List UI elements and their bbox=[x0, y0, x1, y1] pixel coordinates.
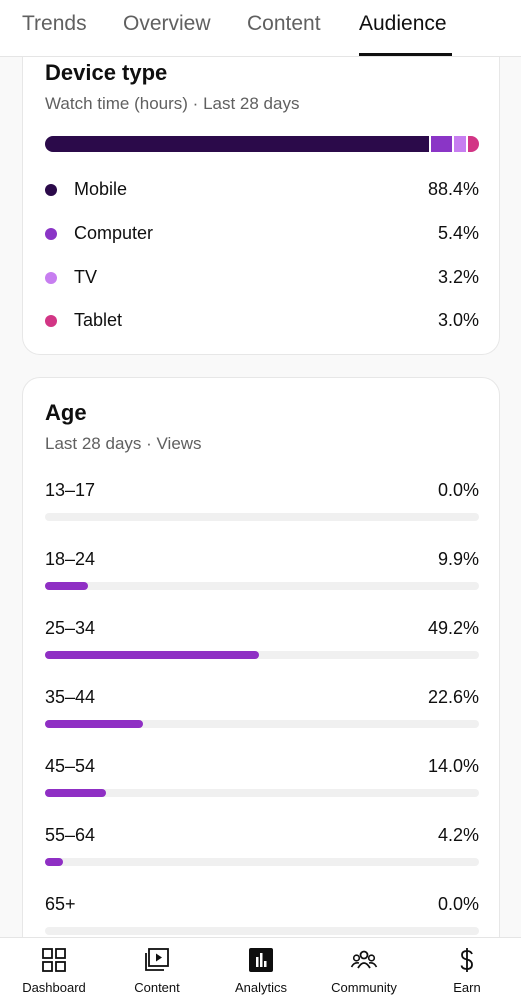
age-value: 0.0% bbox=[437, 480, 479, 500]
legend-label: Computer bbox=[74, 223, 154, 243]
tab-audience[interactable]: Audience bbox=[359, 12, 447, 35]
age-bar-track bbox=[45, 513, 479, 521]
device-legend-mobile: Mobile 88.4% bbox=[45, 178, 479, 202]
age-label: 25–34 bbox=[45, 618, 96, 638]
age-bar-fill bbox=[45, 789, 106, 797]
age-value: 14.0% bbox=[427, 756, 479, 776]
legend-label: Tablet bbox=[74, 310, 123, 330]
tab-overview[interactable]: Overview bbox=[123, 12, 211, 35]
age-value: 4.2% bbox=[437, 825, 479, 845]
earn-icon bbox=[460, 948, 473, 972]
device-legend-computer: Computer 5.4% bbox=[45, 222, 479, 246]
analytics-icon bbox=[249, 948, 273, 972]
nav-label: Analytics bbox=[234, 980, 288, 995]
device-card-subtitle: Watch time (hours) · Last 28 days bbox=[45, 94, 300, 113]
legend-label: Mobile bbox=[74, 179, 128, 199]
age-bar-fill bbox=[45, 720, 144, 728]
content-icon bbox=[145, 948, 169, 971]
age-bar-track bbox=[45, 720, 479, 728]
age-row-35-44: 35–44 22.6% bbox=[45, 687, 479, 733]
age-card-title: Age bbox=[45, 400, 87, 425]
legend-dot bbox=[45, 272, 57, 284]
device-card-title: Device type bbox=[45, 60, 168, 85]
age-row-18-24: 18–24 9.9% bbox=[45, 549, 479, 595]
device-bar-segment-mobile bbox=[45, 136, 429, 152]
age-value: 0.0% bbox=[437, 894, 479, 914]
legend-dot bbox=[45, 315, 57, 327]
age-bar-track bbox=[45, 789, 479, 797]
device-stacked-bar bbox=[45, 136, 479, 152]
nav-dashboard[interactable]: Dashboard bbox=[2, 938, 106, 1000]
legend-dot bbox=[45, 184, 57, 196]
age-bar-track bbox=[45, 927, 479, 935]
age-label: 55–64 bbox=[45, 825, 96, 845]
device-bar-segment-tablet bbox=[465, 136, 479, 152]
legend-value: 5.4% bbox=[437, 223, 479, 243]
active-tab-indicator bbox=[359, 53, 452, 56]
nav-label: Content bbox=[134, 980, 180, 995]
age-row-65-plus: 65+ 0.0% bbox=[45, 894, 479, 940]
tab-content[interactable]: Content bbox=[247, 12, 321, 35]
nav-label: Earn bbox=[453, 980, 481, 995]
nav-community[interactable]: Community bbox=[312, 938, 416, 1000]
legend-value: 3.0% bbox=[437, 310, 479, 330]
age-bar-track bbox=[45, 651, 479, 659]
nav-earn[interactable]: Earn bbox=[415, 938, 519, 1000]
age-row-55-64: 55–64 4.2% bbox=[45, 825, 479, 871]
device-type-card: Device type Watch time (hours) · Last 28… bbox=[22, 30, 500, 355]
age-value: 9.9% bbox=[437, 549, 479, 569]
age-card-subtitle: Last 28 days · Views bbox=[45, 434, 202, 453]
device-legend-tv: TV 3.2% bbox=[45, 266, 479, 290]
age-value: 22.6% bbox=[427, 687, 479, 707]
nav-label: Dashboard bbox=[22, 980, 86, 995]
nav-content[interactable]: Content bbox=[105, 938, 209, 1000]
device-bar-segment-computer bbox=[428, 136, 453, 152]
bottom-navigation: Dashboard Content Analytics Community bbox=[0, 937, 521, 1000]
nav-analytics[interactable]: Analytics bbox=[209, 938, 313, 1000]
nav-label: Community bbox=[331, 980, 397, 995]
legend-value: 3.2% bbox=[437, 267, 479, 287]
age-label: 65+ bbox=[45, 894, 76, 914]
device-legend-tablet: Tablet 3.0% bbox=[45, 309, 479, 333]
age-label: 13–17 bbox=[45, 480, 96, 500]
age-label: 35–44 bbox=[45, 687, 96, 707]
age-card: Age Last 28 days · Views 13–17 0.0% 18–2… bbox=[22, 377, 500, 957]
age-value: 49.2% bbox=[427, 618, 479, 638]
age-label: 18–24 bbox=[45, 549, 96, 569]
age-row-45-54: 45–54 14.0% bbox=[45, 756, 479, 802]
age-bar-track bbox=[45, 858, 479, 866]
age-bar-fill bbox=[45, 651, 259, 659]
age-bar-fill bbox=[45, 858, 64, 866]
tab-trends[interactable]: Trends bbox=[22, 12, 87, 35]
legend-value: 88.4% bbox=[427, 179, 479, 199]
top-tab-bar: Trends Overview Content Audience bbox=[0, 0, 521, 57]
legend-dot bbox=[45, 228, 57, 240]
legend-label: TV bbox=[74, 267, 98, 287]
age-bar-fill bbox=[45, 582, 88, 590]
age-row-13-17: 13–17 0.0% bbox=[45, 480, 479, 526]
dashboard-icon bbox=[42, 948, 66, 972]
device-bar-segment-tv bbox=[452, 136, 466, 152]
age-row-25-34: 25–34 49.2% bbox=[45, 618, 479, 664]
age-bar-track bbox=[45, 582, 479, 590]
age-label: 45–54 bbox=[45, 756, 96, 776]
community-icon bbox=[350, 950, 378, 969]
